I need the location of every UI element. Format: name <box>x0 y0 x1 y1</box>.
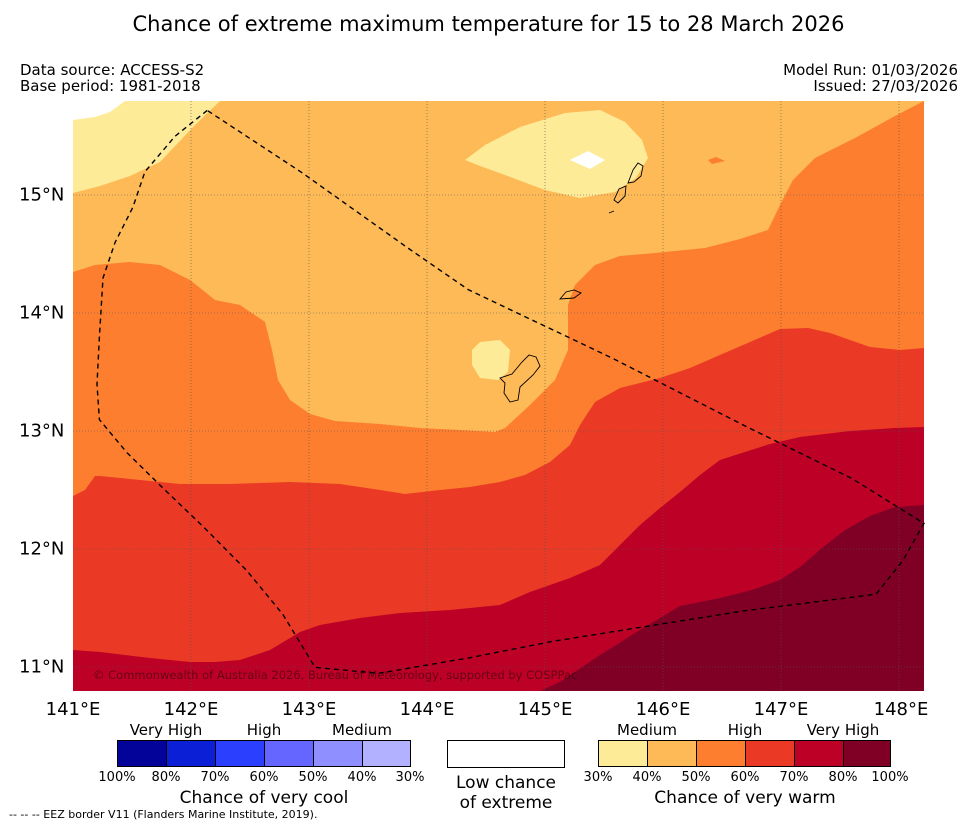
cool-pct-30: 30% <box>395 770 425 785</box>
cool-legend-title: Chance of very cool <box>179 788 349 808</box>
cool-pct-40: 40% <box>347 770 377 785</box>
cool-swatch-80-100 <box>117 740 167 767</box>
warm-pct-60: 60% <box>730 770 760 785</box>
x-tick-145: 145°E <box>517 699 573 720</box>
zone-under-30-north <box>570 151 605 169</box>
zone-30-40-northwest <box>73 101 220 193</box>
y-tick-13n: 13°N <box>19 420 65 442</box>
warm-category-medium: Medium <box>617 721 677 739</box>
warm-pct-30: 30% <box>583 770 613 785</box>
y-tick-15n: 15°N <box>19 184 65 206</box>
zone-40-50 <box>73 101 924 432</box>
warm-category-high: High <box>727 721 763 739</box>
warm-swatch-50-60 <box>696 740 746 767</box>
chart-title: Chance of extreme maximum temperature fo… <box>132 12 845 36</box>
cool-pct-50: 50% <box>298 770 328 785</box>
warm-pct-50: 50% <box>681 770 711 785</box>
cool-pct-70: 70% <box>200 770 230 785</box>
x-tick-141: 141°E <box>45 699 101 720</box>
low-chance-label: Low chance of extreme <box>456 773 556 813</box>
cool-pct-100: 100% <box>98 770 136 785</box>
zone-50-60-patch <box>708 157 725 164</box>
cool-category-high: High <box>246 721 282 739</box>
x-tick-147: 147°E <box>753 699 809 720</box>
y-tick-12n: 12°N <box>19 538 65 560</box>
y-tick-11n: 11°N <box>19 656 65 678</box>
zone-under-30-northwest <box>73 101 125 120</box>
cool-swatch-60-70 <box>215 740 265 767</box>
warm-pct-70: 70% <box>779 770 809 785</box>
data-source: Data source: ACCESS-S2 <box>20 61 205 79</box>
copyright-notice: © Commonwealth of Australia 2026, Bureau… <box>93 668 578 682</box>
x-tick-148: 148°E <box>873 699 929 720</box>
warm-swatch-80-100 <box>843 740 891 767</box>
islands <box>499 162 644 403</box>
zone-30-40-north <box>465 110 648 198</box>
warm-pct-40: 40% <box>632 770 662 785</box>
warm-swatch-70-80 <box>794 740 844 767</box>
island-tinian <box>613 185 627 204</box>
y-tick-14n: 14°N <box>19 302 65 324</box>
warm-swatch-40-50 <box>647 740 697 767</box>
cool-swatch-70-80 <box>166 740 216 767</box>
x-tick-144: 144°E <box>399 699 455 720</box>
warm-pct-100: 100% <box>871 770 909 785</box>
x-tick-146: 146°E <box>635 699 691 720</box>
warm-swatch-30-40 <box>598 740 648 767</box>
warm-legend-title: Chance of very warm <box>654 788 836 808</box>
probability-map <box>73 101 924 691</box>
model-run: Model Run: 01/03/2026 <box>783 61 958 79</box>
eez-footnote: -- -- -- EEZ border V11 (Flanders Marine… <box>9 808 318 821</box>
cool-pct-80: 80% <box>151 770 181 785</box>
warm-swatch-60-70 <box>745 740 795 767</box>
cool-swatch-40-50 <box>313 740 363 767</box>
x-tick-143: 143°E <box>281 699 337 720</box>
island-guam <box>499 354 541 403</box>
island-aguijan <box>608 210 615 214</box>
low-chance-swatch <box>447 740 565 768</box>
eez-border <box>96 109 925 675</box>
island-saipan <box>627 162 644 184</box>
warm-pct-80: 80% <box>828 770 858 785</box>
cool-swatch-30-40 <box>362 740 411 767</box>
low-chance-line-1: Low chance <box>456 773 556 793</box>
source-info: Data source: ACCESS-S2 Base period: 1981… <box>20 62 204 94</box>
cool-category-very-high: Very High <box>129 721 203 739</box>
zone-30-40-guam <box>472 340 510 380</box>
cool-category-medium: Medium <box>332 721 392 739</box>
issued-date: Issued: 27/03/2026 <box>813 77 958 95</box>
x-tick-142: 142°E <box>163 699 219 720</box>
cool-swatch-50-60 <box>264 740 314 767</box>
cool-pct-60: 60% <box>249 770 279 785</box>
run-info: Model Run: 01/03/2026 Issued: 27/03/2026 <box>783 62 958 94</box>
gridlines <box>73 101 924 691</box>
island-rota <box>558 289 582 300</box>
base-period: Base period: 1981-2018 <box>20 77 201 95</box>
warm-category-very-high: Very High <box>806 721 880 739</box>
low-chance-line-2: of extreme <box>459 793 553 813</box>
